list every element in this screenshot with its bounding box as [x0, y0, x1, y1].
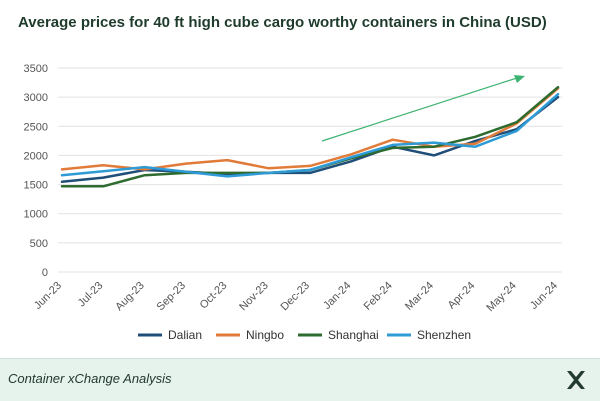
- x-tick-label: Jun-24: [528, 280, 560, 312]
- x-tick-label: Apr-24: [446, 280, 478, 312]
- y-tick-label: 1500: [24, 180, 48, 192]
- y-tick-label: 2500: [24, 121, 48, 133]
- y-tick-label: 3000: [24, 92, 48, 104]
- x-tick-label: Dec-23: [279, 280, 313, 314]
- legend-label-dalian: Dalian: [168, 328, 202, 342]
- xchange-x-logo-icon: [567, 371, 585, 389]
- footer-caption: Container xChange Analysis: [8, 371, 172, 386]
- chart-title: Average prices for 40 ft high cube cargo…: [18, 14, 547, 31]
- gridlines: [58, 67, 562, 273]
- y-tick-label: 3500: [24, 63, 48, 75]
- x-tick-label: Jan-24: [321, 280, 353, 312]
- chart: 0 500 1000 1500 2000 2500 3000 3500 Jun-23 Jul-2…: [24, 63, 562, 342]
- legend-label-ningbo: Ningbo: [246, 328, 284, 342]
- x-tick-label: Sep-23: [155, 280, 189, 314]
- x-tick-label: Jul-23: [76, 280, 106, 310]
- trend-arrow-head: [514, 75, 525, 83]
- series-line-ningbo: [60, 87, 560, 171]
- x-tick-label: Feb-24: [362, 280, 395, 313]
- y-tick-label: 2000: [24, 150, 48, 162]
- y-axis-ticks: 0 500 1000 1500 2000 2500 3000 3500: [24, 63, 48, 279]
- footer-bar: Container xChange Analysis: [0, 358, 600, 401]
- x-tick-label: Oct-23: [198, 280, 230, 312]
- x-tick-label: Jun-23: [32, 280, 64, 312]
- x-tick-label: Mar-24: [403, 280, 436, 313]
- y-tick-label: 1000: [24, 209, 48, 221]
- x-tick-label: May-24: [484, 280, 518, 314]
- legend-label-shenzhen: Shenzhen: [417, 328, 471, 342]
- x-axis-ticks: Jun-23 Jul-23 Aug-23 Sep-23 Oct-23 Nov-23 Dec-…: [32, 280, 560, 314]
- x-tick-label: Nov-23: [237, 280, 271, 314]
- trend-arrow: [321, 76, 521, 142]
- annotations: [321, 75, 525, 142]
- legend-label-shanghai: Shanghai: [328, 328, 379, 342]
- legend: Dalian Ningbo Shanghai Shenzhen: [138, 328, 471, 342]
- y-tick-label: 500: [30, 238, 48, 250]
- series-lines: [60, 85, 560, 188]
- y-tick-label: 0: [42, 267, 48, 279]
- x-tick-label: Aug-23: [113, 280, 147, 314]
- series-line-shenzhen: [60, 92, 560, 178]
